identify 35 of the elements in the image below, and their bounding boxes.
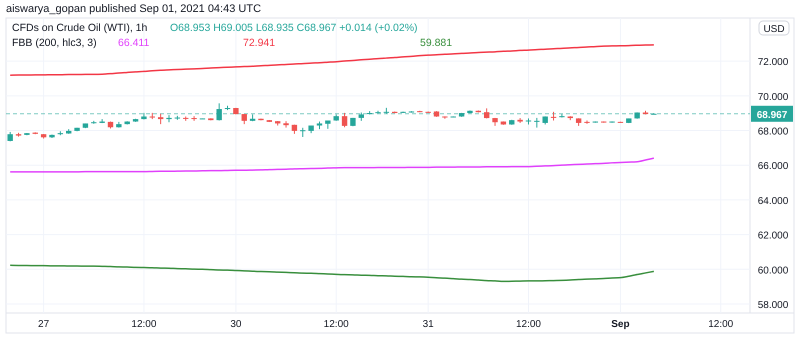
annotation: 66.411: [118, 37, 150, 49]
y-tick-label: 66.000: [758, 161, 789, 172]
candlestick: [216, 102, 222, 121]
line-series: [9, 264, 655, 282]
x-tick-label: 12:00: [708, 319, 734, 330]
candlestick: [292, 124, 298, 134]
candlestick: [300, 127, 306, 138]
y-tick-label: 72.000: [758, 57, 789, 68]
candlestick: [484, 108, 490, 119]
y-tick-label: 62.000: [758, 230, 789, 242]
y-tick-label: 64.000: [758, 196, 789, 207]
chart-title: CFDs on Crude Oil (WTI), 1h: [12, 22, 148, 34]
y-tick-label: 70.000: [758, 92, 789, 103]
candlestick: [342, 112, 348, 128]
x-tick-label: 30: [230, 319, 242, 330]
y-axis-title: USD: [763, 24, 785, 35]
candlestick: [7, 131, 13, 142]
x-tick-label: 12:00: [131, 319, 157, 330]
x-tick-label: 12:00: [324, 319, 350, 330]
x-tick-label: 12:00: [516, 319, 542, 330]
y-tick-label: 68.000: [758, 126, 789, 138]
annotation: 72.941: [243, 37, 276, 49]
ref-line-label: 68.967: [756, 110, 788, 121]
x-tick-label: 31: [422, 319, 434, 330]
x-tick-label: 27: [38, 319, 50, 330]
candlestick: [158, 113, 164, 125]
line-series: [9, 157, 655, 173]
y-tick-label: 58.000: [758, 300, 789, 311]
chart-subtitle: aiswarya_gopan published Sep 01, 2021 04:43 UTC: [6, 3, 262, 15]
y-tick-label: 60.000: [758, 265, 789, 276]
annotation: O68.953 H69.005 L68.935 C68.967 +0.014 (+0.02%): [170, 22, 418, 34]
x-tick-label: Sep: [611, 319, 630, 330]
candlestick: [534, 117, 540, 128]
legend-title: FBB (200, hlc3, 3): [12, 37, 97, 49]
annotation: 59.881: [420, 37, 452, 49]
